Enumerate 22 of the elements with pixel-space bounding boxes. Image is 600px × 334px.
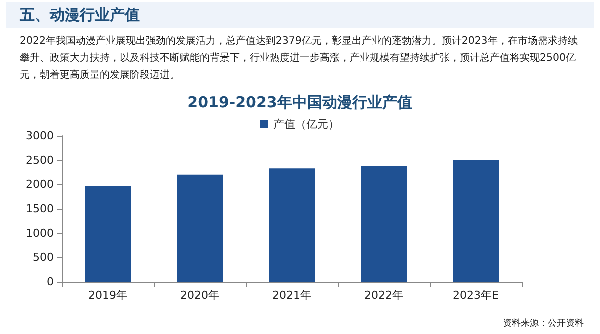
y-tick-label: 0 [47,276,54,288]
y-tick-label: 2000 [26,178,54,192]
text: 五、动漫行业产值 [20,6,140,24]
x-tick-label: 2022年 [364,289,404,302]
chart-title: 2019-2023年中国动漫行业产值 [188,94,412,112]
bar [453,160,499,282]
x-tick-label: 2021年 [272,289,312,302]
bar [361,166,407,282]
bar [177,174,223,282]
y-tick-label: 2500 [26,154,54,167]
text: 2022年我国动漫产业展现出强劲的发展活力，总产值达到2379亿元，彰显出产业的蓬勃潜力。预计2023年，在市场需求持续攀升、政策大力扶持，以及科技不断赋能的背景下，行业热度进一步高涨，产业规模有望持续扩张，预计总产值将实现2500亿元，朝着更高质量的发展阶段迈进。 [20,34,579,83]
legend-label: 产值（亿元） [274,118,340,131]
text: 资料来源：公开资料 [503,318,584,330]
bar [269,168,315,282]
y-tick-label: 1500 [26,202,54,216]
y-tick-label: 1000 [26,226,54,240]
y-tick-label: 3000 [26,130,54,142]
bar [85,186,131,282]
x-tick-label: 2023年E [453,289,500,302]
x-tick-label: 2019年 [88,289,128,302]
x-tick-label: 2020年 [180,289,220,302]
y-tick-label: 500 [33,251,54,264]
